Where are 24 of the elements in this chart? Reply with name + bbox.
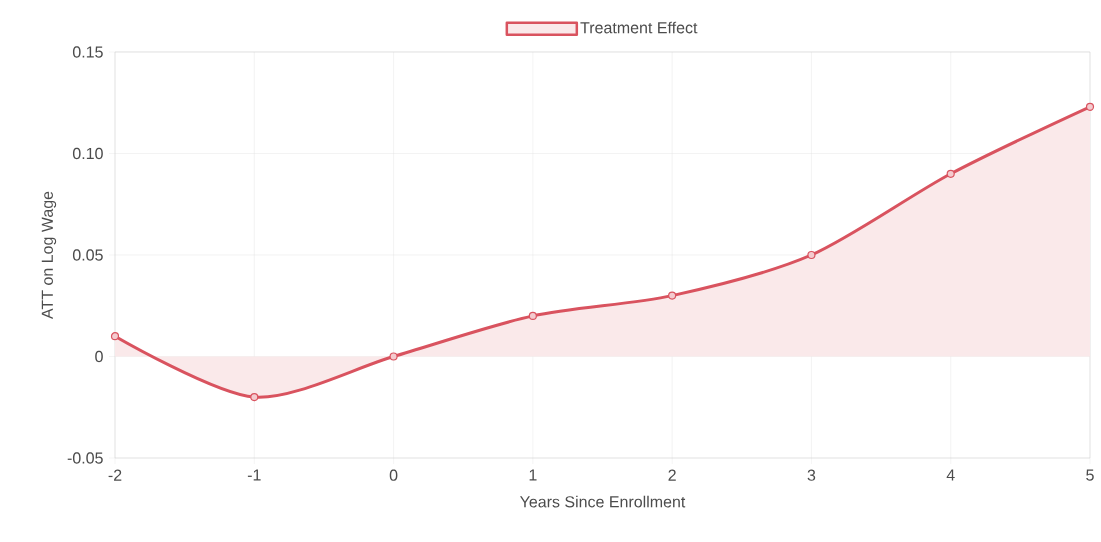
y-axis-title: ATT on Log Wage	[41, 191, 57, 319]
x-axis-title: Years Since Enrollment	[520, 495, 686, 508]
point	[1085, 102, 1095, 111]
point	[668, 291, 677, 300]
point	[528, 311, 537, 320]
point	[807, 250, 816, 260]
point	[110, 332, 120, 341]
legend-label: Treatment Effect	[580, 21, 698, 34]
y-tick-label: -0.05	[67, 452, 103, 464]
x-tick-label: 0	[389, 469, 398, 481]
x-tick-label: 1	[529, 469, 537, 481]
y-tick-label: 0.10	[72, 147, 103, 160]
x-tick-label: 2	[668, 469, 676, 481]
x-tick-label: 3	[807, 469, 816, 481]
x-tick-label: -2	[108, 469, 122, 481]
x-tick-label: 5	[1086, 469, 1094, 481]
y-tick-label: 0.05	[72, 249, 103, 261]
x-tick-label: 4	[946, 469, 955, 481]
y-tick-label: 0.15	[72, 46, 103, 58]
x-tick-label: -1	[247, 469, 261, 481]
point	[389, 352, 398, 361]
y-tick-label: 0	[95, 350, 103, 363]
point	[946, 169, 955, 178]
point	[250, 393, 259, 402]
